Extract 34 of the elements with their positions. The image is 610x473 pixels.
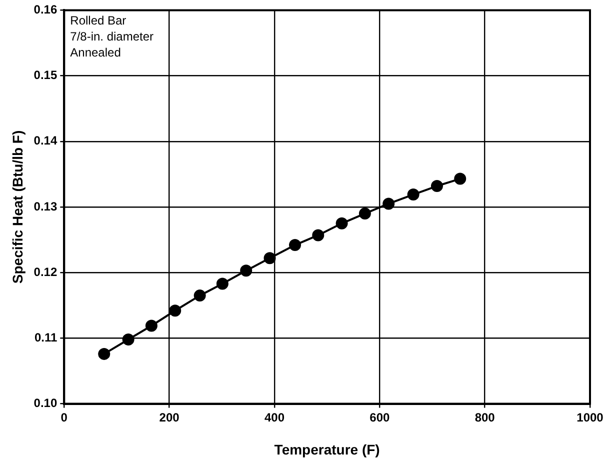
point — [430, 180, 443, 192]
y-tick-label: 0.16 — [34, 2, 58, 17]
point — [194, 290, 206, 302]
x-tick-label: 1000 — [576, 410, 604, 424]
point — [145, 320, 158, 332]
point — [240, 264, 252, 277]
y-tick-label: 0.14 — [34, 134, 58, 148]
point — [382, 198, 395, 210]
y-tick-label: 0.11 — [34, 330, 58, 345]
x-axis-title: Temperature (F) — [274, 441, 380, 458]
x-tick-label: 200 — [159, 410, 180, 424]
annotation: Annealed — [70, 46, 121, 60]
point — [122, 334, 134, 346]
point — [358, 208, 371, 220]
point — [169, 304, 182, 317]
point — [98, 348, 110, 360]
y-tick-label: 0.12 — [34, 264, 58, 279]
annotation: 7/8-in. diameter — [70, 30, 154, 44]
y-tick-label: 0.13 — [34, 199, 58, 214]
x-tick-label: 600 — [370, 410, 390, 424]
point — [336, 217, 348, 230]
point — [289, 239, 301, 252]
x-tick-label: 400 — [264, 410, 285, 424]
point — [216, 278, 228, 290]
x-tick-label: 0 — [60, 410, 68, 424]
x-tick-label: 800 — [474, 410, 496, 424]
point — [264, 252, 276, 264]
y-axis-title: Specific Heat (Btu/lb F) — [9, 130, 26, 284]
y-tick-label: 0.15 — [34, 68, 58, 82]
annotation: Rolled Bar — [70, 14, 126, 28]
point — [407, 188, 420, 201]
point — [312, 229, 324, 242]
point — [454, 172, 466, 185]
y-tick-label: 0.10 — [34, 396, 58, 410]
